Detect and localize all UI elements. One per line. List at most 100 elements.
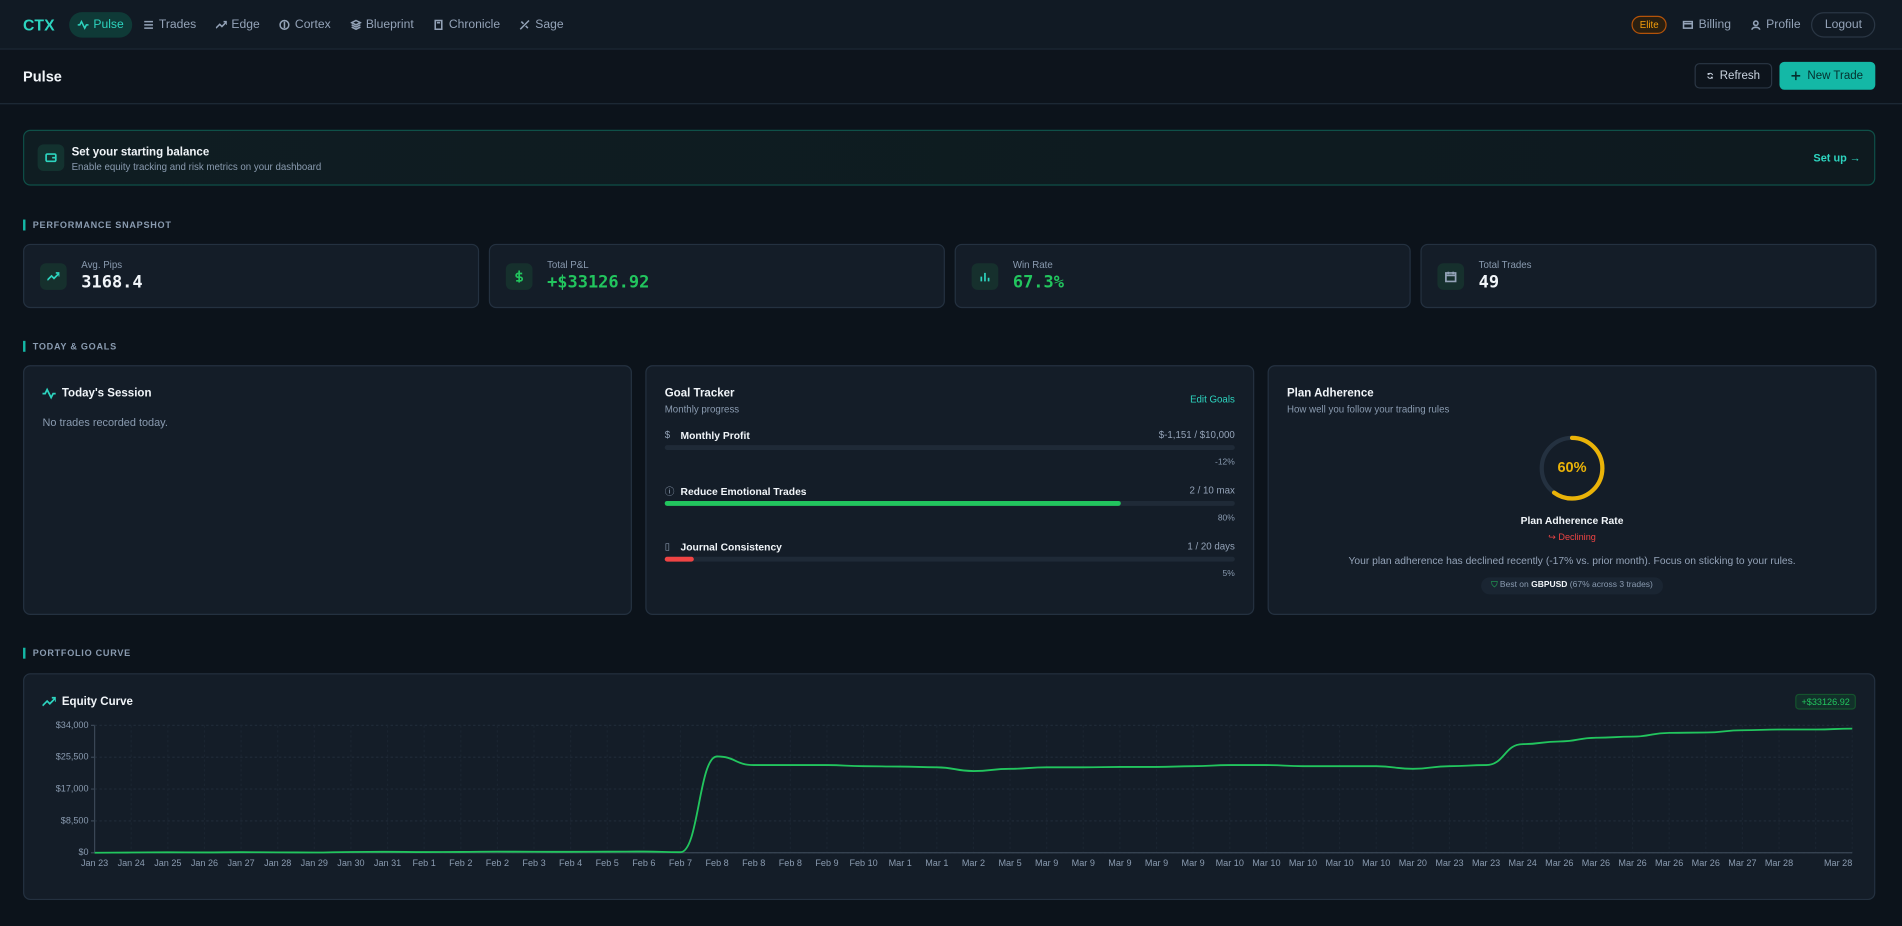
progress-label: 5%: [1222, 570, 1235, 579]
card-title: Today's Session: [61, 386, 152, 401]
goal-name: Journal Consistency: [680, 540, 782, 554]
x-tick-label: Mar 9: [1182, 858, 1205, 868]
x-tick-label: Mar 26: [1655, 858, 1683, 868]
nav-label: Blueprint: [365, 17, 414, 31]
x-tick-label: Feb 2: [449, 858, 472, 868]
progress-track: [664, 500, 1235, 506]
y-tick-label: $0: [78, 847, 88, 857]
x-tick-label: Feb 5: [596, 858, 619, 868]
logout-button[interactable]: Logout: [1811, 11, 1876, 37]
edit-goals[interactable]: Edit Goals: [1190, 394, 1235, 406]
ring-arc: [1539, 435, 1605, 501]
x-tick-label: Mar 26: [1692, 858, 1720, 868]
goal-icon: $: [664, 429, 671, 441]
nav-label: Trades: [158, 17, 197, 31]
stat-icon: [40, 263, 67, 290]
x-tick-label: Mar 2: [962, 858, 985, 868]
x-tick-label: Mar 27: [1728, 858, 1756, 868]
equity-badge: +$33126.92: [1795, 693, 1856, 710]
button-label: Refresh: [1719, 69, 1761, 83]
section-label: PORTFOLIO CURVE: [23, 647, 131, 659]
x-tick-label: Mar 9: [1035, 858, 1058, 868]
x-tick-label: Mar 5: [998, 858, 1021, 868]
nav-label: Billing: [1698, 17, 1732, 31]
equity-card: Equity Curve +$33126.92: [23, 673, 1876, 901]
stat-label: Win Rate: [1012, 259, 1053, 271]
nav-right: Elite Billing Profile Logout: [1631, 11, 1876, 37]
goal-name: Monthly Profit: [680, 429, 750, 442]
nav-item[interactable]: Cortex: [271, 12, 339, 37]
nav-label: Sage: [535, 17, 564, 31]
nav-item[interactable]: Sage: [511, 12, 572, 37]
x-tick-label: Jan 31: [374, 858, 401, 868]
x-tick-label: Mar 10: [1362, 858, 1390, 868]
progress-track: [664, 556, 1235, 562]
adherence-ring: 60%: [1539, 435, 1605, 501]
nav-item[interactable]: Blueprint: [342, 12, 423, 37]
stat-value: +$33126.92: [547, 272, 650, 293]
stat-card: Total P&L +$33126.92: [488, 243, 945, 309]
nav-label: Profile: [1766, 17, 1801, 31]
x-tick-label: Feb 1: [413, 858, 436, 868]
x-tick-label: Feb 8: [706, 858, 729, 868]
goal-target: 1 / 20 days: [1187, 540, 1235, 552]
chart-title: Equity Curve: [61, 695, 133, 709]
x-tick-label: Mar 23: [1435, 858, 1463, 868]
stat-label: Total Trades: [1478, 259, 1532, 271]
card-subtitle: How well you follow your trading rules: [1286, 403, 1450, 415]
section-label: PERFORMANCE SNAPSHOT: [23, 219, 172, 231]
x-tick-label: Feb 8: [742, 858, 765, 868]
x-tick-label: Feb 7: [669, 858, 692, 868]
adherence-card: Plan Adherence How well you follow your …: [1267, 365, 1877, 615]
refresh-button[interactable]: Refresh: [1694, 63, 1773, 89]
card-subtitle: Monthly progress: [664, 403, 740, 415]
x-tick-label: Jan 25: [154, 858, 181, 868]
rate-label: Plan Adherence Rate: [1520, 514, 1624, 527]
nav-item[interactable]: Edge: [207, 12, 268, 37]
x-tick-label: Jan 26: [191, 858, 218, 868]
x-tick-label: Jan 23: [81, 858, 108, 868]
stat-icon: [971, 263, 999, 290]
x-tick-label: Mar 24: [1509, 858, 1537, 868]
stat-card: Win Rate 67.3%: [954, 243, 1411, 309]
x-tick-label: Feb 4: [559, 858, 582, 868]
stat-value: 3168.4: [81, 272, 143, 293]
goal-icon: ⓘ: [664, 486, 675, 498]
stat-icon: [1437, 263, 1465, 290]
ring-label: 60%: [1557, 460, 1586, 476]
new-trade-button[interactable]: New Trade: [1779, 61, 1876, 90]
stat-icon: [505, 263, 533, 290]
progress-bar: [664, 556, 694, 562]
section-label: TODAY & GOALS: [23, 340, 117, 352]
nav-item[interactable]: Trades: [135, 12, 205, 37]
nav-item[interactable]: Chronicle: [425, 12, 509, 37]
y-tick-label: $34,000: [56, 720, 89, 730]
best-detail: (67% across 3 trades): [1569, 581, 1653, 590]
x-tick-label: Mar 9: [1108, 858, 1131, 868]
brand[interactable]: CTX: [23, 15, 55, 34]
setup-link[interactable]: Set up →: [1813, 151, 1861, 164]
nav-item[interactable]: Pulse: [69, 11, 133, 37]
best-prefix: Best on: [1499, 581, 1529, 590]
icon: [515, 270, 524, 283]
x-tick-label: Jan 28: [264, 858, 291, 868]
x-tick-label: Mar 28: [1824, 858, 1852, 868]
goal-card: Goal Tracker Monthly progress Edit Goals…: [645, 365, 1255, 615]
nav-item[interactable]: Profile: [1742, 12, 1809, 37]
trend-label: Declining: [1558, 531, 1596, 543]
x-tick-label: Mar 10: [1325, 858, 1353, 868]
icon: [1445, 271, 1457, 283]
x-tick-label: Mar 28: [1765, 858, 1793, 868]
x-tick-label: Jan 30: [337, 858, 364, 868]
goal-name: Reduce Emotional Trades: [680, 485, 807, 498]
goal-icon: ▯: [664, 540, 671, 552]
x-tick-label: Mar 26: [1582, 858, 1610, 868]
nav-item[interactable]: Billing: [1674, 12, 1739, 37]
page-header: Pulse Refresh New Trade: [0, 49, 1902, 105]
x-tick-label: Feb 3: [522, 858, 545, 868]
icon: [47, 272, 60, 281]
stat-card: Avg. Pips 3168.4: [23, 243, 480, 309]
card-title: Goal Tracker: [664, 386, 735, 401]
x-tick-label: Mar 26: [1545, 858, 1573, 868]
